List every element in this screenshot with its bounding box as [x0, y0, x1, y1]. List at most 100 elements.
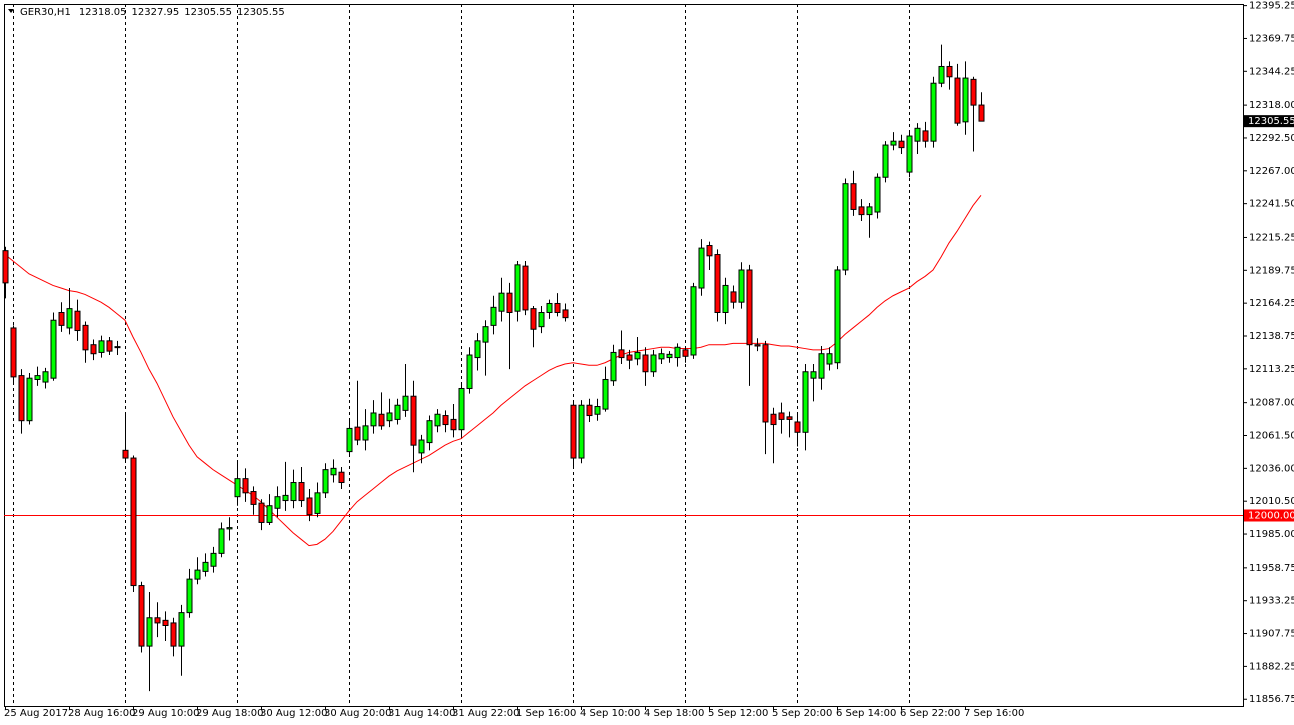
y-tick-label: 12241.50	[1249, 199, 1294, 210]
candle-body	[138, 585, 145, 647]
ohlc-high: 12327.95	[132, 7, 180, 18]
y-tick-label: 12369.75	[1249, 33, 1294, 44]
candle-body	[194, 569, 201, 580]
x-tick-label: 4 Sep 10:00	[580, 708, 640, 719]
candle-body	[394, 404, 401, 420]
candle-body	[938, 65, 945, 84]
candle-body	[74, 310, 81, 332]
candle-body	[970, 78, 977, 106]
candle-body	[954, 77, 961, 124]
candle-body	[666, 353, 673, 359]
candle-body	[538, 311, 545, 328]
candle-body	[378, 413, 385, 427]
candle-body	[554, 302, 561, 313]
candle-body	[458, 387, 465, 431]
y-tick-label: 11907.75	[1249, 629, 1294, 640]
y-tick-label: 12267.00	[1249, 166, 1294, 177]
y-tick-label: 12164.25	[1249, 298, 1294, 309]
candle-body	[562, 309, 569, 319]
candle-body	[578, 404, 585, 459]
candle-body	[266, 505, 273, 523]
candle-body	[354, 426, 361, 441]
candle-body	[842, 183, 849, 271]
x-tick-label: 30 Aug 20:00	[324, 708, 391, 719]
candle-body	[218, 528, 225, 554]
y-tick-label: 11856.75	[1249, 694, 1294, 705]
candle-body	[162, 619, 169, 626]
candle-body	[794, 421, 801, 433]
candle-body	[362, 425, 369, 441]
x-tick-label: 5 Sep 12:00	[708, 708, 768, 719]
x-tick-label: 30 Aug 12:00	[260, 708, 327, 719]
candle-body	[234, 478, 241, 498]
candle-body	[26, 377, 33, 422]
candle-body	[602, 378, 609, 410]
candle-body	[714, 254, 721, 313]
candle-body	[730, 291, 737, 303]
candle-body	[306, 497, 313, 516]
x-tick-label: 5 Sep 20:00	[772, 708, 832, 719]
candle-body	[298, 482, 305, 502]
candle-body	[282, 494, 289, 502]
y-tick-label: 11933.25	[1249, 596, 1294, 607]
candle-body	[258, 502, 265, 523]
candle-body	[346, 427, 353, 453]
x-tick-label: 25 Aug 2017	[4, 708, 68, 719]
candle-body	[226, 527, 233, 530]
candle-body	[90, 344, 97, 355]
candle-body	[506, 292, 513, 313]
candle-body	[466, 354, 473, 389]
candle-body	[658, 353, 665, 360]
candle-body	[10, 327, 17, 378]
candle-body	[610, 351, 617, 382]
candle-body	[810, 371, 817, 379]
candle-body	[154, 617, 161, 624]
candle-body	[170, 622, 177, 647]
candle-body	[778, 412, 785, 420]
last-price-label: 12305.55	[1248, 116, 1294, 127]
candle-body	[42, 371, 49, 383]
candle-body	[250, 491, 257, 505]
y-tick-label: 12010.50	[1249, 496, 1294, 507]
ohlc-low: 12305.55	[184, 7, 232, 18]
candle-body	[386, 412, 393, 422]
y-tick-label: 11985.00	[1249, 529, 1294, 540]
candle-body	[82, 324, 89, 351]
candle-body	[410, 395, 417, 446]
candle-body	[146, 617, 153, 647]
level-label: 12000.00	[1248, 511, 1294, 522]
candle-body	[210, 552, 217, 567]
candle-body	[746, 269, 753, 346]
last-price-box	[1244, 115, 1294, 128]
candle-body	[242, 478, 249, 494]
candle-body	[498, 292, 505, 312]
candle-body	[930, 82, 937, 142]
candle-body	[634, 351, 641, 360]
candle-body	[474, 340, 481, 359]
menu-arrow[interactable]	[8, 9, 14, 13]
candle-body	[586, 404, 593, 417]
x-tick-label: 7 Sep 16:00	[964, 708, 1024, 719]
candle-body	[946, 65, 953, 78]
y-tick-label: 12318.00	[1249, 100, 1294, 111]
candle-body	[122, 449, 129, 459]
candle-body	[890, 140, 897, 146]
x-tick-label: 31 Aug 22:00	[452, 708, 519, 719]
y-tick-label: 12215.25	[1249, 232, 1294, 243]
candle-body	[522, 265, 529, 311]
candle-body	[50, 319, 57, 379]
candle-body	[290, 482, 297, 502]
candle-body	[914, 127, 921, 142]
y-tick-label: 12113.25	[1249, 364, 1294, 375]
candle-body	[330, 467, 337, 476]
candle-body	[978, 104, 985, 122]
candle-body	[202, 561, 209, 572]
symbol: GER30,H1	[20, 7, 71, 18]
chart-header: GER30,H1 12318.05 12327.95 12305.55 12305.55	[20, 7, 285, 18]
y-tick-label: 12292.50	[1249, 133, 1294, 144]
x-tick-label: 6 Sep 22:00	[900, 708, 960, 719]
candle-body	[722, 284, 729, 313]
candle-body	[338, 471, 345, 484]
candle-body	[706, 245, 713, 257]
x-tick-label: 29 Aug 10:00	[132, 708, 199, 719]
